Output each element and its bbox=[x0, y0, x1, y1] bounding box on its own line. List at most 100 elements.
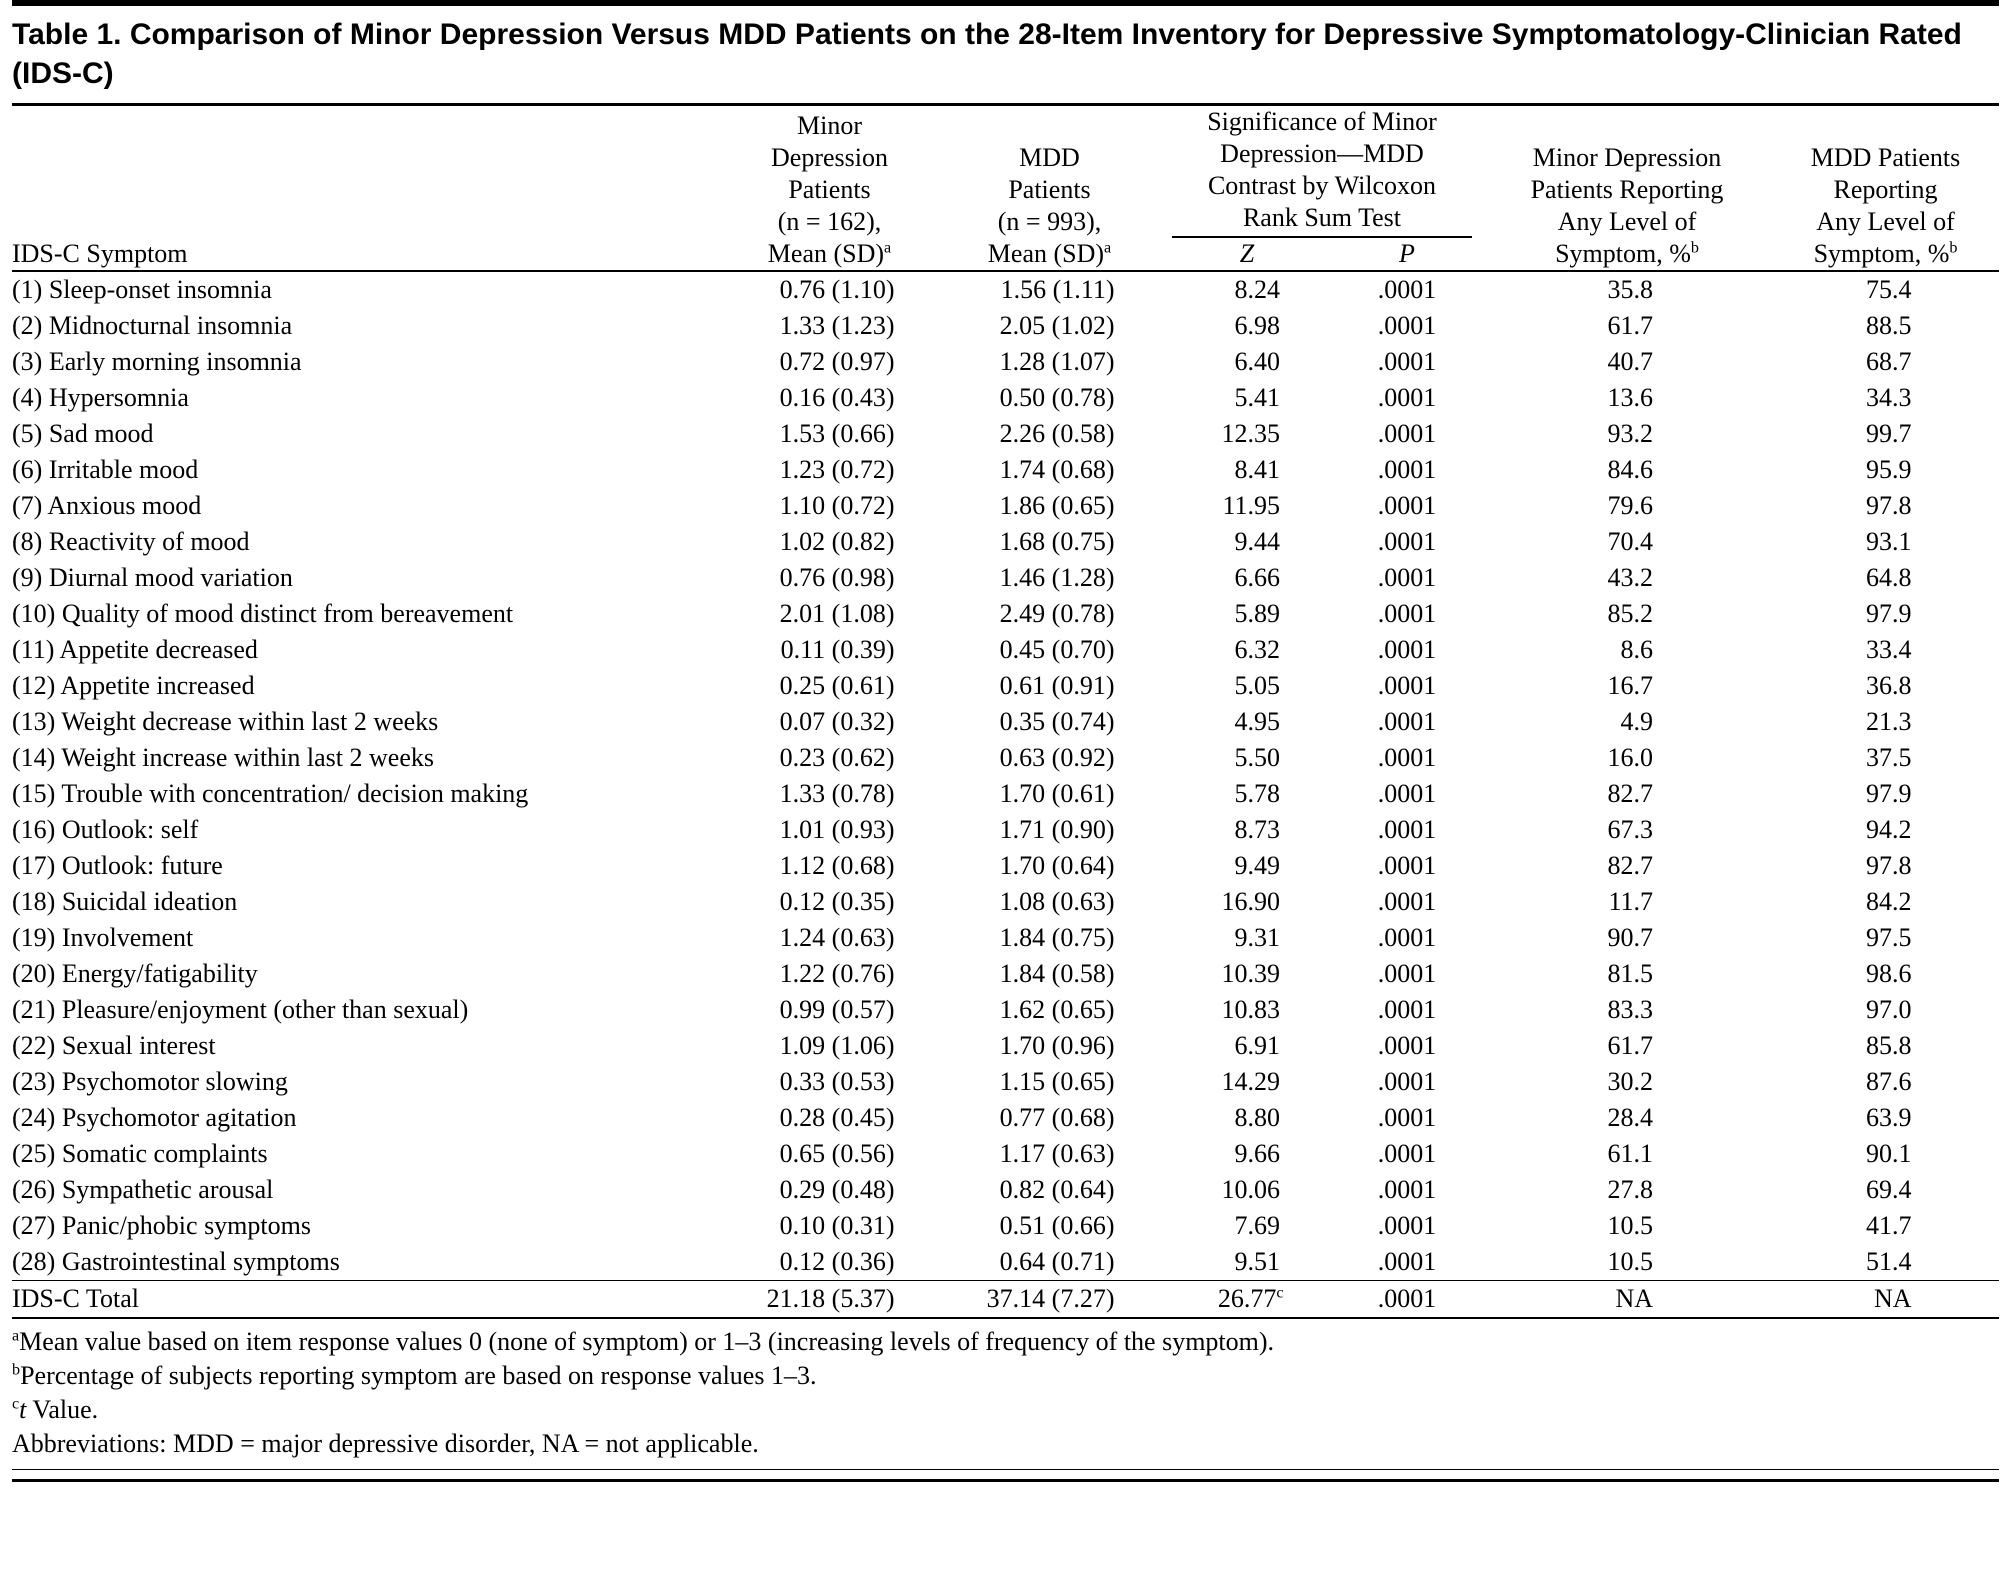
minor-mean-cell: 0.99 (0.57) bbox=[779, 995, 895, 1024]
minor-pct-cell: 82.7 bbox=[1607, 851, 1654, 880]
table-row: (1) Sleep-onset insomnia 0.76 (1.10) 1.56 … bbox=[12, 271, 1999, 308]
table-body: (1) Sleep-onset insomnia 0.76 (1.10) 1.56 … bbox=[12, 271, 1999, 1319]
footnote: ct Value. bbox=[12, 1395, 99, 1424]
p-cell: .0001 bbox=[1377, 1067, 1437, 1096]
mdd-mean-cell: 1.84 (0.75) bbox=[999, 923, 1115, 952]
mdd-pct-cell: 69.4 bbox=[1866, 1175, 1912, 1204]
mdd-pct-cell: 63.9 bbox=[1866, 1103, 1912, 1132]
footnote: bPercentage of subjects reporting sympto… bbox=[12, 1361, 817, 1390]
mdd-pct-cell: 94.2 bbox=[1866, 815, 1912, 844]
mdd-mean-cell: 0.61 (0.91) bbox=[999, 671, 1115, 700]
minor-mean-cell: 0.76 (1.10) bbox=[779, 275, 895, 304]
minor-pct-cell: 10.5 bbox=[1607, 1211, 1654, 1240]
table-row: (16) Outlook: self 1.01 (0.93) 1.71 (0.90)… bbox=[12, 812, 1999, 848]
z-cell: 9.49 bbox=[1234, 851, 1281, 880]
z-cell: 10.39 bbox=[1221, 959, 1281, 988]
mdd-pct-cell: 88.5 bbox=[1866, 311, 1912, 340]
title-rule bbox=[12, 103, 1999, 106]
symptom-cell: (10) Quality of mood distinct from berea… bbox=[12, 599, 514, 628]
mdd-mean-cell: 0.35 (0.74) bbox=[999, 707, 1115, 736]
table-row: (10) Quality of mood distinct from berea… bbox=[12, 596, 1999, 632]
ids-c-table: IDS-C Symptom Minor Depression Patients … bbox=[12, 106, 1999, 1319]
p-cell: .0001 bbox=[1377, 635, 1437, 664]
symptom-cell: (9) Diurnal mood variation bbox=[12, 563, 293, 592]
mdd-pct-cell: 34.3 bbox=[1866, 383, 1912, 412]
mdd-mean-cell: 0.77 (0.68) bbox=[999, 1103, 1115, 1132]
z-cell: 10.06 bbox=[1221, 1175, 1281, 1204]
symptom-cell: (20) Energy/fatigability bbox=[12, 959, 258, 988]
z-cell: 6.32 bbox=[1234, 635, 1281, 664]
mdd-pct-cell: 64.8 bbox=[1866, 563, 1912, 592]
mdd-mean-cell: 0.82 (0.64) bbox=[999, 1175, 1115, 1204]
symptom-cell: (16) Outlook: self bbox=[12, 815, 199, 844]
mdd-mean-cell: 1.70 (0.64) bbox=[999, 851, 1115, 880]
p-cell: .0001 bbox=[1377, 455, 1437, 484]
minor-pct-cell: 84.6 bbox=[1607, 455, 1654, 484]
mdd-mean-cell: 2.49 (0.78) bbox=[999, 599, 1115, 628]
symptom-cell: (2) Midnocturnal insomnia bbox=[12, 311, 293, 340]
p-cell: .0001 bbox=[1377, 779, 1437, 808]
mdd-pct-cell: 85.8 bbox=[1866, 1031, 1912, 1060]
mdd-pct-cell: 95.9 bbox=[1866, 455, 1912, 484]
minor-mean-cell: 1.02 (0.82) bbox=[779, 527, 895, 556]
symptom-cell: (8) Reactivity of mood bbox=[12, 527, 250, 556]
footnote: aMean value based on item response value… bbox=[12, 1327, 1275, 1356]
mdd-pct-cell: 37.5 bbox=[1866, 743, 1912, 772]
minor-mean-cell: 0.33 (0.53) bbox=[779, 1067, 895, 1096]
minor-mean-cell: 1.33 (1.23) bbox=[779, 311, 895, 340]
mdd-pct-cell: 97.9 bbox=[1866, 779, 1912, 808]
symptom-cell: (24) Psychomotor agitation bbox=[12, 1103, 297, 1132]
mdd-pct-cell: 68.7 bbox=[1866, 347, 1912, 376]
mdd-mean-cell: 0.63 (0.92) bbox=[999, 743, 1115, 772]
minor-mean-cell: 0.23 (0.62) bbox=[779, 743, 895, 772]
mdd-pct-cell: 33.4 bbox=[1866, 635, 1912, 664]
bottom-rule bbox=[12, 1479, 1999, 1482]
z-cell: 8.73 bbox=[1234, 815, 1281, 844]
minor-pct-cell: 61.7 bbox=[1607, 311, 1654, 340]
z-cell: 5.78 bbox=[1234, 779, 1281, 808]
minor-mean-cell: 0.25 (0.61) bbox=[779, 671, 895, 700]
z-cell: 5.50 bbox=[1234, 743, 1281, 772]
mdd-pct-cell: 51.4 bbox=[1866, 1247, 1912, 1276]
minor-pct-cell: 81.5 bbox=[1607, 959, 1654, 988]
mdd-pct-cell: 97.9 bbox=[1866, 599, 1912, 628]
p-cell: .0001 bbox=[1377, 563, 1437, 592]
mdd-pct-cell: 87.6 bbox=[1866, 1067, 1912, 1096]
p-cell: .0001 bbox=[1377, 275, 1437, 304]
symptom-cell: (13) Weight decrease within last 2 weeks bbox=[12, 707, 439, 736]
p-cell: .0001 bbox=[1377, 383, 1437, 412]
mdd-mean-cell: 0.50 (0.78) bbox=[999, 383, 1115, 412]
p-cell: .0001 bbox=[1377, 1031, 1437, 1060]
minor-mean-cell: 1.01 (0.93) bbox=[779, 815, 895, 844]
column-header-mdd-pct: MDD Patients Reporting Any Level of Symp… bbox=[1772, 106, 1999, 272]
p-cell: .0001 bbox=[1377, 1103, 1437, 1132]
minor-pct-cell: 82.7 bbox=[1607, 779, 1654, 808]
mdd-pct-cell: 93.1 bbox=[1866, 527, 1912, 556]
mdd-pct-cell: 36.8 bbox=[1866, 671, 1912, 700]
p-cell: .0001 bbox=[1377, 1247, 1437, 1276]
z-cell: 7.69 bbox=[1234, 1211, 1281, 1240]
table-row: (25) Somatic complaints 0.65 (0.56) 1.17 (… bbox=[12, 1136, 1999, 1172]
p-cell: .0001 bbox=[1377, 995, 1437, 1024]
z-cell: 9.51 bbox=[1234, 1247, 1281, 1276]
minor-mean-cell: 0.29 (0.48) bbox=[779, 1175, 895, 1204]
mdd-pct-cell: 90.1 bbox=[1866, 1139, 1912, 1168]
symptom-cell: (1) Sleep-onset insomnia bbox=[12, 275, 272, 304]
minor-mean-cell: 0.07 (0.32) bbox=[779, 707, 895, 736]
p-cell: .0001 bbox=[1377, 671, 1437, 700]
symptom-cell: (18) Suicidal ideation bbox=[12, 887, 238, 916]
mdd-mean-cell: 1.70 (0.61) bbox=[999, 779, 1115, 808]
z-cell: 4.95 bbox=[1234, 707, 1281, 736]
z-cell: 10.83 bbox=[1221, 995, 1281, 1024]
minor-pct-cell: 90.7 bbox=[1607, 923, 1654, 952]
mdd-mean-cell: 1.84 (0.58) bbox=[999, 959, 1115, 988]
mdd-mean-cell: 0.51 (0.66) bbox=[999, 1211, 1115, 1240]
total-row: IDS-C Total 21.18 (5.37) 37.14 (7.27) 26.77… bbox=[12, 1280, 1999, 1319]
table-row: (7) Anxious mood 1.10 (0.72) 1.86 (0.65) 11… bbox=[12, 488, 1999, 524]
minor-pct-cell: 79.6 bbox=[1607, 491, 1654, 520]
p-cell: .0001 bbox=[1377, 491, 1437, 520]
minor-mean-cell: 0.16 (0.43) bbox=[779, 383, 895, 412]
symptom-cell: (21) Pleasure/enjoyment (other than sexu… bbox=[12, 995, 469, 1024]
minor-mean-cell: 0.72 (0.97) bbox=[779, 347, 895, 376]
minor-pct-cell: 28.4 bbox=[1607, 1103, 1654, 1132]
